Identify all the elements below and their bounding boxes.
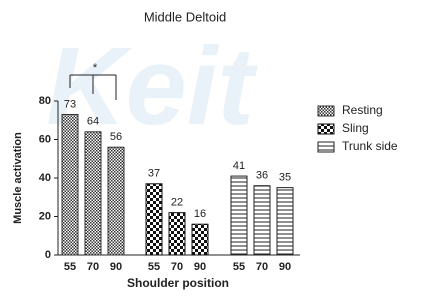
significance-bracket xyxy=(69,74,117,100)
bar xyxy=(253,185,271,256)
data-label: 16 xyxy=(194,208,206,220)
bar xyxy=(61,113,79,256)
x-tick-label: 70 xyxy=(256,261,268,273)
bar xyxy=(276,187,294,256)
bar xyxy=(168,212,186,256)
data-label: 37 xyxy=(148,168,160,180)
y-axis-label: Muscle activation xyxy=(12,132,24,224)
y-tick-label: 20 xyxy=(39,210,51,222)
legend-swatch xyxy=(317,141,335,153)
y-tick-label: 40 xyxy=(39,172,51,184)
data-label: 36 xyxy=(256,170,268,182)
legend-label: Trunk side xyxy=(342,139,398,153)
annotation: * xyxy=(93,62,98,74)
y-tick-label: 80 xyxy=(39,95,51,107)
bar xyxy=(107,146,125,256)
x-tick-label: 90 xyxy=(194,261,206,273)
x-tick-label: 55 xyxy=(64,261,76,273)
data-label: 56 xyxy=(110,131,122,143)
x-tick-label: 55 xyxy=(233,261,245,273)
data-label: 22 xyxy=(171,197,183,209)
data-label: 41 xyxy=(233,160,245,172)
bar xyxy=(230,175,248,256)
data-label: 35 xyxy=(279,172,291,184)
data-label: 73 xyxy=(64,98,76,110)
x-tick-label: 90 xyxy=(110,261,122,273)
bar xyxy=(191,223,209,256)
x-tick-label: 55 xyxy=(148,261,160,273)
watermark: Keit xyxy=(46,25,258,148)
bar xyxy=(84,131,102,256)
y-tick-label: 0 xyxy=(45,249,51,261)
chart-title: Middle Deltoid xyxy=(144,9,226,24)
legend-swatch xyxy=(317,123,335,135)
y-tick-label: 60 xyxy=(39,133,51,145)
x-tick-label: 90 xyxy=(279,261,291,273)
bar xyxy=(145,183,163,256)
x-tick-label: 70 xyxy=(171,261,183,273)
data-label: 64 xyxy=(87,116,99,128)
legend-label: Resting xyxy=(342,103,383,117)
legend-swatch xyxy=(317,105,335,117)
x-tick-label: 70 xyxy=(87,261,99,273)
legend-label: Sling xyxy=(342,121,369,135)
x-axis-label: Shoulder position xyxy=(127,276,229,290)
